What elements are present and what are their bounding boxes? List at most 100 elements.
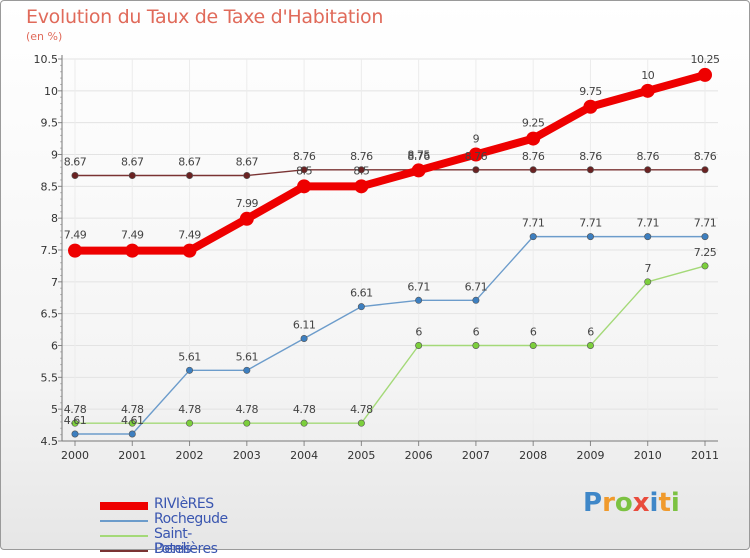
data-label: 6.61 [350,287,373,300]
data-point [68,243,82,258]
data-point [71,172,79,180]
data-point [472,166,480,174]
legend-swatch [100,502,148,510]
data-point [186,172,194,180]
y-tick-label: 7.5 [41,244,59,257]
logo-letter: t [658,488,671,518]
logo-letter: P [583,488,603,518]
series-line-1 [74,235,706,435]
data-point [701,166,709,174]
data-point [128,419,136,427]
legend-label: Rochegude [154,511,228,527]
data-label: 7.49 [178,229,201,242]
data-label: 9.75 [579,85,602,98]
data-label: 7.71 [522,217,545,230]
data-label: 7.71 [694,217,717,230]
x-tick-label: 2011 [691,449,719,462]
data-point [128,172,136,180]
x-tick-label: 2010 [634,449,662,462]
data-label: 6.71 [465,280,488,293]
data-label: 8.76 [350,150,373,163]
logo-letter: i [670,488,680,518]
data-point [529,341,537,349]
data-label: 7.49 [121,229,144,242]
proxiti-logo: Proxiti [583,488,680,518]
series-line-3 [74,169,706,177]
data-label: 8.67 [64,156,87,169]
y-tick-label: 4.5 [41,435,59,448]
data-point [586,341,594,349]
data-point [357,166,365,174]
x-tick-label: 2004 [290,449,318,462]
y-tick-label: 6 [51,340,58,353]
data-point [71,430,79,438]
legend-swatch [100,520,148,522]
data-label: 4.78 [121,403,144,416]
data-label: 8.67 [121,156,144,169]
data-point [526,131,541,146]
data-label: 6.71 [407,280,430,293]
data-label: 4.78 [178,403,201,416]
logo-letter: x [632,488,650,518]
data-label: 4.78 [293,403,316,416]
data-label: 8.76 [636,150,659,163]
y-tick-label: 8.5 [41,180,59,193]
data-label: 8.75 [407,148,430,161]
data-point [644,278,652,286]
data-label: 7.71 [579,217,602,230]
x-tick-label: 2002 [176,449,204,462]
logo-letter: r [602,488,615,518]
data-point [586,166,594,174]
data-label: 5.61 [236,350,259,363]
x-tick-label: 2005 [347,449,375,462]
data-point [297,179,312,194]
y-tick-label: 8 [51,212,58,225]
data-label: 8.76 [407,150,430,163]
data-point [300,334,308,342]
y-tick-label: 7 [51,276,58,289]
data-label: 10 [641,69,654,82]
data-point [354,179,369,194]
data-point [644,233,652,241]
x-tick-label: 2001 [118,449,146,462]
x-tick-label: 2000 [61,449,89,462]
data-label: 8.76 [579,150,602,163]
data-point [243,366,251,374]
data-point [411,163,426,178]
y-tick-label: 6.5 [41,308,59,321]
data-point [300,419,308,427]
data-point [644,166,652,174]
data-point [243,419,251,427]
x-tick-label: 2009 [576,449,604,462]
data-point [468,147,483,162]
y-tick-label: 5 [51,403,58,416]
data-point [701,262,709,270]
y-tick-label: 5.5 [41,371,59,384]
data-label: 6 [587,326,594,339]
data-label: 6 [530,326,537,339]
data-point [586,233,594,241]
data-label: 4.78 [236,403,259,416]
data-point [128,430,136,438]
data-point [186,366,194,374]
data-label: 6 [415,326,422,339]
y-tick-label: 10.5 [34,53,59,66]
data-point [357,419,365,427]
data-label: 7 [644,262,651,275]
data-point [186,419,194,427]
series-line-2 [74,265,706,424]
data-label: 8.67 [236,156,259,169]
data-label: 4.61 [64,414,87,427]
data-point [415,341,423,349]
data-label: 4.78 [350,403,373,416]
data-label: 7.25 [694,246,717,259]
data-point [415,296,423,304]
y-tick-label: 9 [51,149,58,162]
data-label: 8.76 [465,150,488,163]
data-point [243,172,251,180]
data-label: 4.61 [121,414,144,427]
x-tick-label: 2006 [405,449,433,462]
data-point [239,211,254,226]
